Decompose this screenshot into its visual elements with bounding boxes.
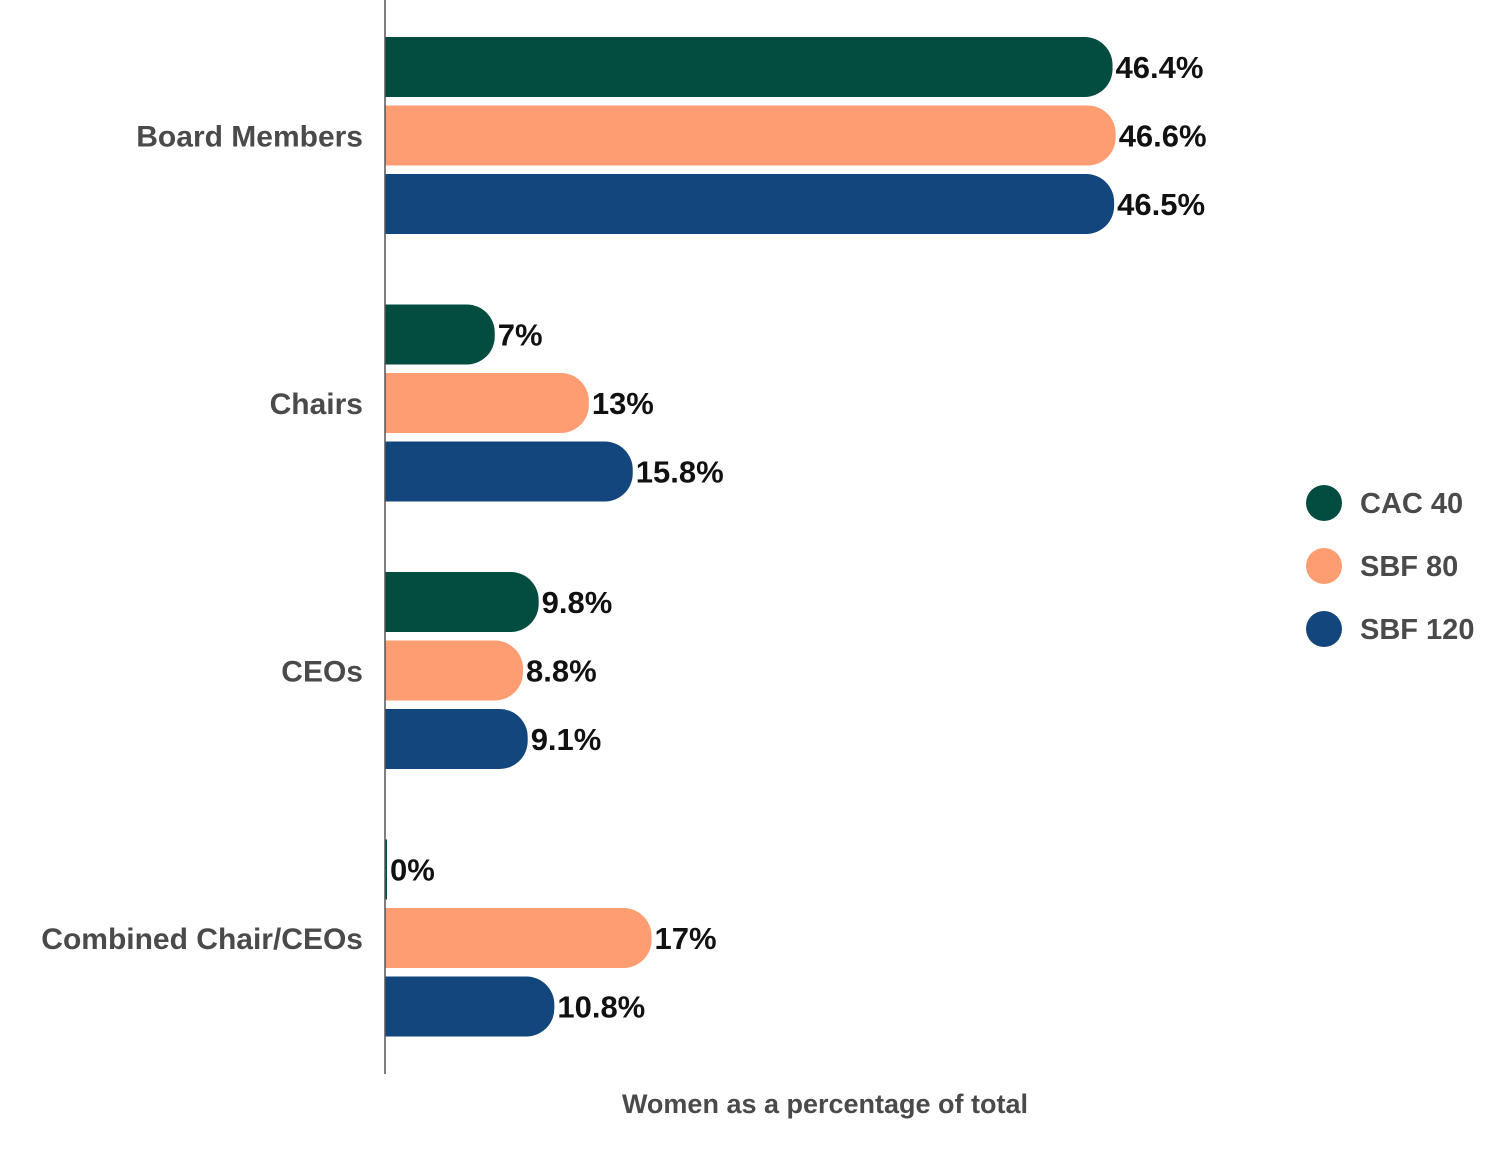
data-label: 10.8% <box>557 990 645 1025</box>
bar <box>385 839 387 900</box>
bar <box>385 640 523 701</box>
data-label: 9.1% <box>531 722 602 757</box>
data-label: 8.8% <box>526 654 597 689</box>
legend: CAC 40 SBF 80 SBF 120 <box>1306 485 1474 647</box>
labels-layer: Board Members 46.4% 46.6% 46.5% Chairs 7% 13% 1… <box>41 50 1206 1025</box>
bar <box>385 709 528 769</box>
legend-swatch <box>1306 485 1342 521</box>
legend-entry-label: SBF 80 <box>1360 551 1458 583</box>
category-label: Chairs <box>270 388 363 421</box>
bar <box>385 37 1113 97</box>
bar <box>385 976 555 1037</box>
category-label: CEOs <box>281 656 363 689</box>
data-label: 0% <box>390 853 435 888</box>
legend-entry-label: SBF 120 <box>1360 614 1474 646</box>
legend-entry-label: CAC 40 <box>1360 488 1463 520</box>
bar <box>385 908 652 968</box>
data-label: 46.5% <box>1117 187 1205 222</box>
data-label: 46.6% <box>1119 119 1207 154</box>
data-label: 15.8% <box>636 455 724 490</box>
data-label: 46.4% <box>1116 50 1204 85</box>
legend-swatch <box>1306 548 1342 584</box>
data-label: 9.8% <box>542 585 613 620</box>
category-label: Combined Chair/CEOs <box>41 923 363 956</box>
x-axis-title: Women as a percentage of total <box>622 1089 1028 1119</box>
legend-swatch <box>1306 611 1342 647</box>
bar <box>385 174 1115 235</box>
bars-layer <box>385 37 1116 1037</box>
bar <box>385 373 589 434</box>
bar <box>385 572 539 632</box>
data-label: 7% <box>498 318 543 353</box>
bar <box>385 304 495 365</box>
data-label: 17% <box>655 921 717 956</box>
bar <box>385 105 1116 166</box>
bar <box>385 441 633 502</box>
data-label: 13% <box>592 386 654 421</box>
category-label: Board Members <box>136 121 363 154</box>
